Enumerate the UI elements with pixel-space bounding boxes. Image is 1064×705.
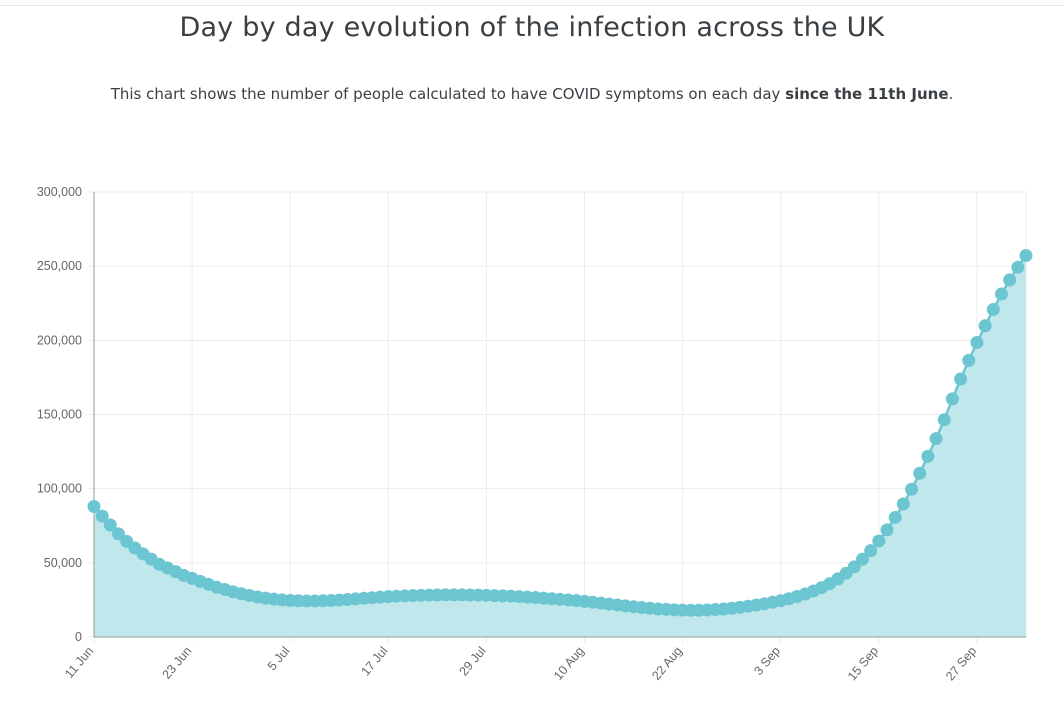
x-tick-label: 15 Sep — [845, 644, 881, 683]
y-tick-label: 250,000 — [37, 259, 82, 273]
data-point — [864, 544, 878, 558]
data-point — [945, 392, 959, 406]
data-point — [888, 510, 902, 524]
data-point — [872, 534, 886, 548]
x-tick-label: 5 Jul — [265, 644, 293, 673]
x-tick-label: 27 Sep — [943, 644, 979, 683]
subtitle-end: . — [948, 85, 954, 103]
data-point — [95, 509, 109, 523]
y-tick-labels: 0 50,000 100,000 150,000 200,000 250,000 300,0… — [37, 185, 82, 644]
y-tick-label: 150,000 — [37, 408, 82, 422]
data-point — [896, 497, 910, 511]
data-point — [847, 560, 861, 574]
x-tick-label: 17 Jul — [358, 644, 390, 679]
x-tick-label: 29 Jul — [457, 644, 489, 679]
x-tick-label: 23 Jun — [160, 644, 195, 682]
x-tick-label: 10 Aug — [551, 644, 587, 683]
data-point — [937, 413, 951, 427]
data-point — [929, 432, 943, 446]
x-tick-label: 3 Sep — [751, 644, 783, 678]
x-tick-label: 11 Jun — [62, 644, 96, 681]
axes — [93, 192, 1026, 638]
x-tick-labels: 11 Jun 23 Jun 5 Jul 17 Jul 29 Jul 10 Aug 22 Au… — [62, 644, 979, 683]
top-divider — [0, 5, 1064, 6]
data-point — [87, 499, 101, 513]
data-point — [1011, 260, 1025, 274]
x-tick-label: 22 Aug — [649, 644, 685, 683]
area-fill — [94, 255, 1026, 638]
data-point — [103, 518, 117, 532]
y-tick-label: 100,000 — [37, 482, 82, 496]
data-point — [994, 287, 1008, 301]
chart-title: Day by day evolution of the infection ac… — [179, 12, 885, 43]
chart-subtitle: This chart shows the number of people ca… — [0, 85, 1064, 103]
data-point — [962, 353, 976, 367]
y-tick-label: 0 — [75, 630, 82, 644]
data-point — [978, 319, 992, 333]
data-point — [913, 466, 927, 480]
subtitle-bold: since the 11th June — [785, 85, 949, 103]
y-tick-label: 300,000 — [37, 185, 82, 199]
data-point — [1019, 248, 1033, 262]
data-point — [905, 482, 919, 496]
data-point — [970, 336, 984, 350]
data-point — [1003, 273, 1017, 287]
data-points — [87, 248, 1033, 617]
subtitle-text: This chart shows the number of people ca… — [110, 85, 786, 103]
data-point — [921, 449, 935, 463]
area-layer — [93, 254, 1028, 638]
y-tick-label: 200,000 — [37, 333, 82, 347]
data-point — [986, 302, 1000, 316]
y-tick-label: 50,000 — [44, 556, 82, 570]
data-point — [954, 372, 968, 386]
data-point — [880, 523, 894, 537]
data-point — [855, 552, 869, 566]
